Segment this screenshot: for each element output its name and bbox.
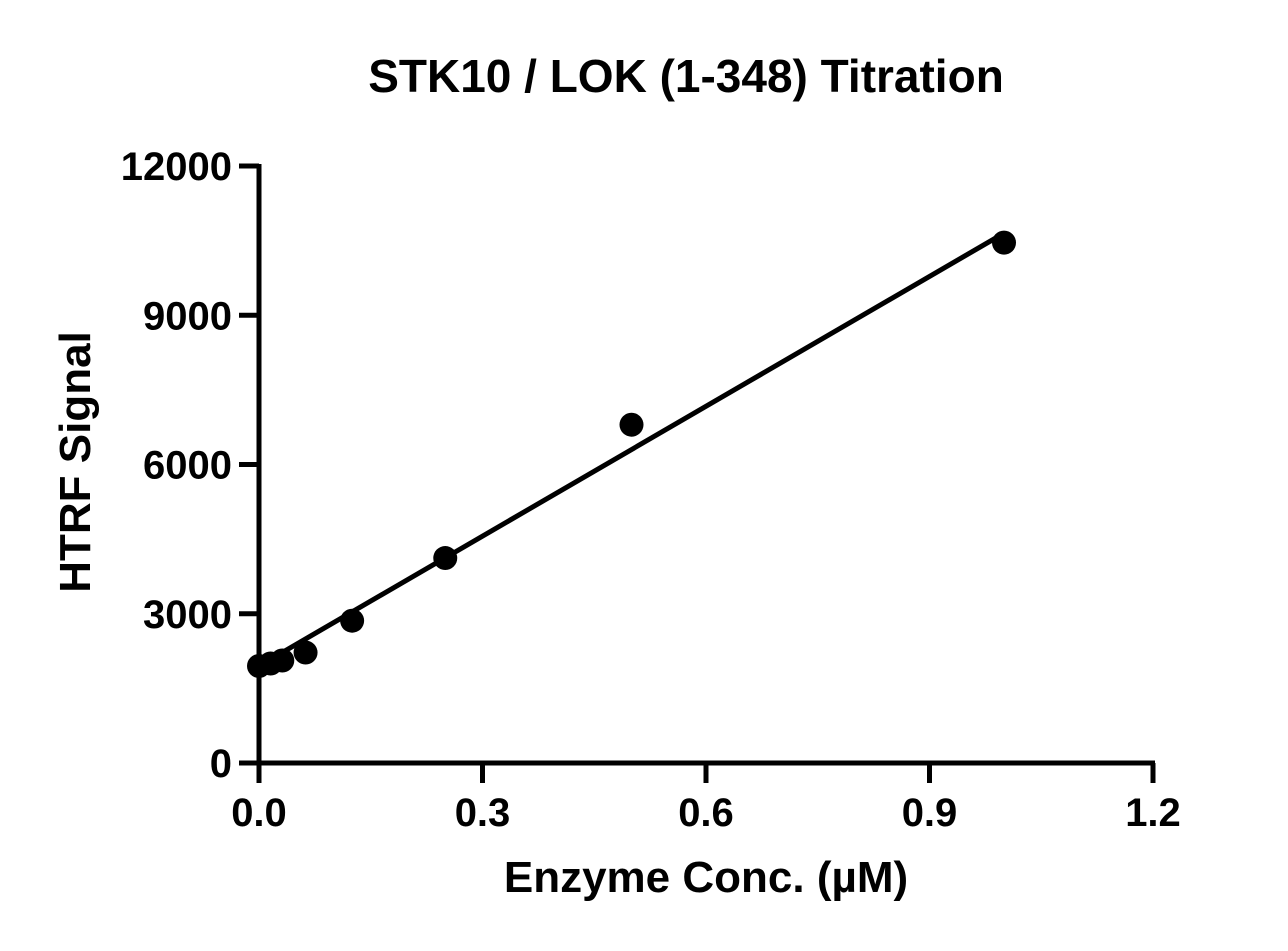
- data-point: [433, 546, 458, 571]
- y-tick-label: 0: [210, 742, 232, 786]
- chart-title: STK10 / LOK (1-348) Titration: [368, 50, 1004, 102]
- data-point: [270, 648, 295, 673]
- x-tick-label: 0.3: [455, 791, 511, 835]
- y-tick-label: 12000: [121, 145, 232, 189]
- x-tick-label: 0.9: [902, 791, 958, 835]
- y-tick-label: 6000: [143, 444, 232, 488]
- fit-line: [257, 231, 1006, 669]
- y-axis-label: HTRF Signal: [51, 331, 100, 593]
- x-axis-label: Enzyme Conc. (µM): [504, 853, 908, 902]
- x-tick-label: 1.2: [1125, 791, 1181, 835]
- data-marks: [247, 230, 1016, 678]
- data-point: [992, 230, 1016, 255]
- x-tick-label: 0.6: [678, 791, 734, 835]
- axes: 0.0 0.3 0.6 0.9 1.2 0 3000 6000 9000 12000: [121, 145, 1181, 835]
- y-tick-label: 3000: [143, 593, 232, 637]
- data-point: [293, 640, 318, 665]
- data-point: [340, 608, 365, 633]
- y-tick-label: 9000: [143, 294, 232, 338]
- data-point: [619, 412, 644, 437]
- x-tick-label: 0.0: [231, 791, 287, 835]
